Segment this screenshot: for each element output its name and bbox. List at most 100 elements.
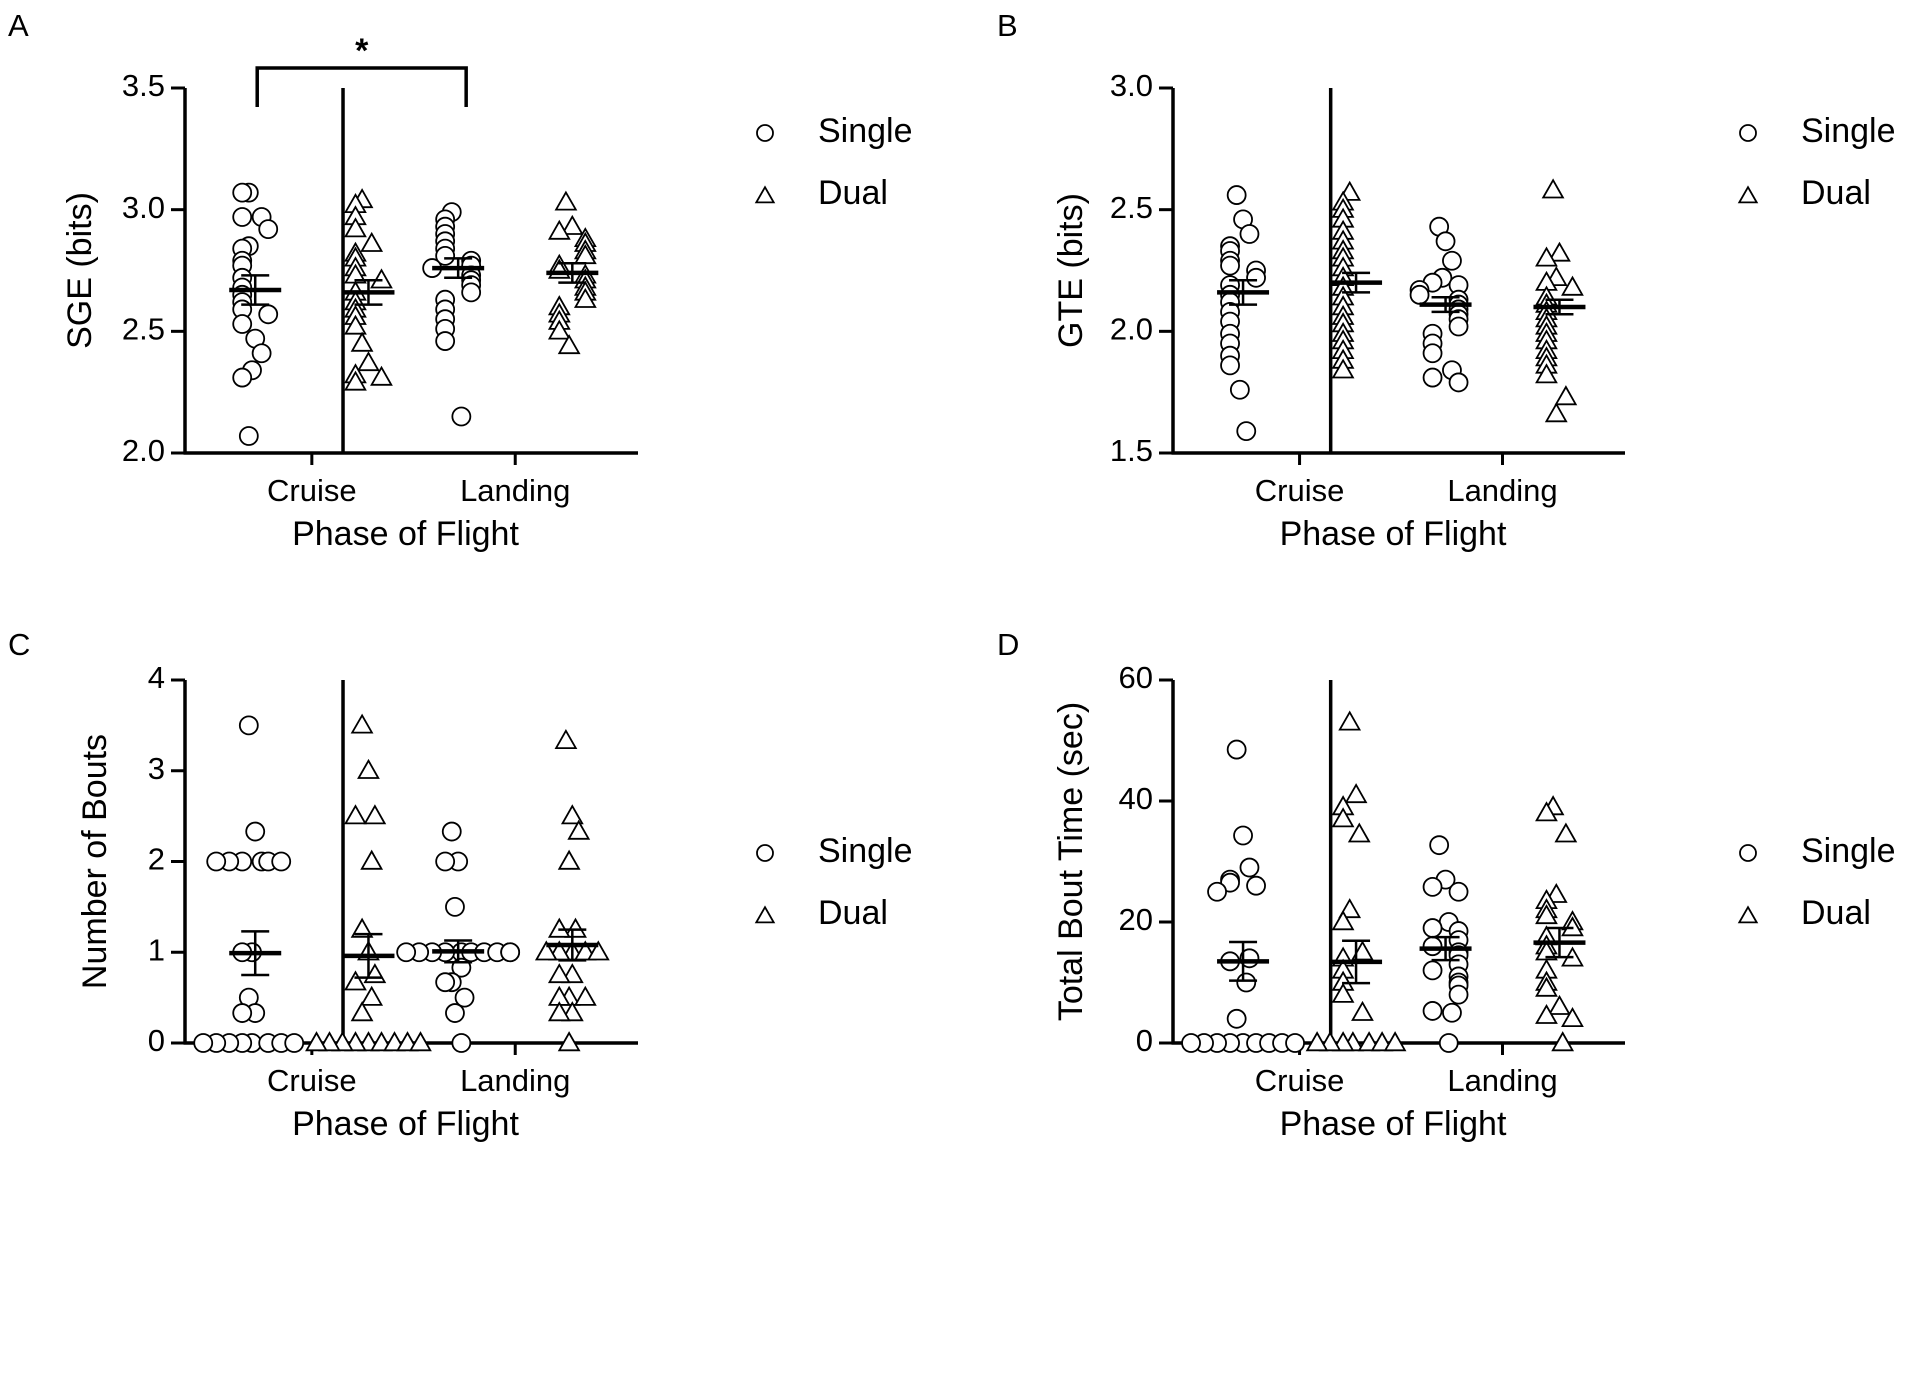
x-category-label-landing: Landing xyxy=(1447,1063,1557,1098)
data-point-dual xyxy=(360,985,384,1006)
legend-marker-single xyxy=(1739,124,1757,142)
data-point-single xyxy=(435,851,456,872)
data-point-single xyxy=(1422,343,1443,364)
significance-star: * xyxy=(355,32,369,70)
data-point-single xyxy=(1409,284,1430,305)
data-point-dual xyxy=(350,1001,374,1022)
data-point-dual xyxy=(554,190,578,211)
data-point-dual xyxy=(547,917,571,938)
data-point-dual xyxy=(1344,783,1368,804)
x-axis-title: Phase of Flight xyxy=(1280,1105,1507,1143)
data-point-dual xyxy=(1535,976,1558,997)
data-point-single xyxy=(1239,224,1260,244)
legend-label-single: Single xyxy=(818,832,913,870)
y-tick-label: 1.5 xyxy=(1110,433,1153,468)
group-single-landing xyxy=(396,821,521,1053)
legend: Single Dual xyxy=(754,112,913,212)
data-point-single xyxy=(1226,739,1247,760)
group-dual-landing xyxy=(1533,795,1586,1052)
data-point-dual xyxy=(547,1001,571,1022)
data-point-single xyxy=(1442,1002,1462,1023)
legend-label-single: Single xyxy=(1801,112,1896,150)
data-point-dual xyxy=(1535,1003,1558,1024)
data-point-dual xyxy=(557,334,581,355)
group-dual-landing xyxy=(1533,178,1586,423)
y-tick-label: 3 xyxy=(148,751,165,786)
y-tick-label: 60 xyxy=(1119,660,1153,695)
panel-d: D 0 20 40 60 Cruise Landing Phase of Flight Tota… xyxy=(997,627,1896,1143)
data-point-single xyxy=(1422,960,1443,981)
data-point-dual xyxy=(409,1031,432,1052)
data-point-dual xyxy=(1351,940,1374,961)
y-axis-title: GTE (bits) xyxy=(1052,193,1090,348)
data-point-dual xyxy=(1305,1031,1329,1052)
data-point-single xyxy=(1207,881,1227,902)
data-point-single xyxy=(1438,1033,1459,1053)
data-point-dual xyxy=(360,849,384,870)
data-point-dual xyxy=(344,804,367,825)
data-point-dual xyxy=(567,819,591,840)
legend-marker-single xyxy=(756,124,774,142)
legend-marker-single xyxy=(756,844,774,862)
data-point-dual xyxy=(547,319,571,340)
y-tick-label: 40 xyxy=(1119,781,1153,816)
data-point-single xyxy=(1229,379,1250,400)
group-dual-cruise xyxy=(342,188,395,391)
data-point-single xyxy=(1448,316,1469,337)
data-point-single xyxy=(232,207,253,227)
x-axis-title: Phase of Flight xyxy=(292,515,519,553)
y-axis-title: Number of Bouts xyxy=(76,734,114,989)
data-point-dual xyxy=(547,219,571,240)
data-point-dual xyxy=(1338,898,1362,919)
data-point-dual xyxy=(1554,385,1578,406)
group-single-cruise xyxy=(193,715,305,1053)
x-axis-title: Phase of Flight xyxy=(1280,515,1507,553)
y-tick-label: 3.5 xyxy=(122,68,165,103)
data-point-dual xyxy=(1561,1006,1584,1027)
data-point-single xyxy=(435,331,456,351)
data-point-dual xyxy=(1338,710,1362,731)
data-point-dual xyxy=(1544,402,1568,423)
y-tick-label: 3.0 xyxy=(1110,68,1153,103)
data-point-single xyxy=(1448,881,1469,902)
data-point-single xyxy=(1181,1033,1201,1053)
data-point-single xyxy=(1236,421,1257,442)
data-point-single xyxy=(1422,367,1443,388)
data-point-dual xyxy=(1331,982,1355,1003)
y-tick-label: 3.0 xyxy=(122,190,165,225)
data-point-dual xyxy=(344,217,367,238)
data-point-single xyxy=(284,1033,305,1053)
x-category-label-cruise: Cruise xyxy=(267,1063,357,1098)
data-point-dual xyxy=(344,370,367,391)
data-point-single xyxy=(232,1003,253,1023)
data-point-single xyxy=(451,406,472,427)
data-point-single xyxy=(1239,857,1260,878)
x-category-label-landing: Landing xyxy=(1447,473,1557,508)
data-point-single xyxy=(1236,972,1257,993)
legend-marker-dual xyxy=(1737,905,1759,924)
legend-marker-dual xyxy=(754,185,776,204)
data-point-single xyxy=(1220,255,1240,276)
data-point-dual xyxy=(573,287,597,308)
data-point-dual xyxy=(1331,807,1355,828)
data-point-single xyxy=(1448,372,1469,393)
data-point-dual xyxy=(1548,241,1571,262)
y-axis-title: SGE (bits) xyxy=(61,192,99,349)
data-point-single xyxy=(245,821,266,842)
panel-b: B 1.5 2.0 2.5 3.0 Cruise Landing Phase of Fligh… xyxy=(997,8,1896,553)
data-point-single xyxy=(251,343,272,364)
data-point-single xyxy=(1422,1001,1443,1021)
data-point-single xyxy=(396,942,417,963)
y-tick-label: 4 xyxy=(148,660,165,695)
legend-label-dual: Dual xyxy=(818,174,888,212)
x-category-label-cruise: Cruise xyxy=(267,473,357,508)
data-point-single xyxy=(1220,355,1240,376)
legend: Single Dual xyxy=(1737,112,1896,212)
group-single-cruise xyxy=(1217,185,1270,442)
data-point-single xyxy=(435,972,456,993)
data-point-single xyxy=(271,851,292,872)
x-category-label-cruise: Cruise xyxy=(1255,1063,1345,1098)
group-single-cruise xyxy=(229,182,282,446)
data-point-single xyxy=(1246,267,1266,288)
data-point-dual xyxy=(1535,801,1558,822)
